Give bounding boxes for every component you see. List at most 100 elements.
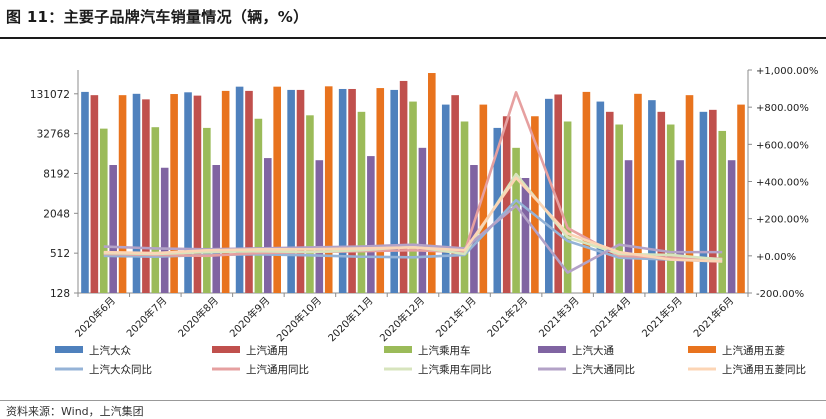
bar	[338, 88, 347, 293]
bar	[493, 127, 502, 293]
bar	[367, 156, 375, 293]
bar	[737, 104, 745, 294]
x-tick-label: 2020年9月	[227, 294, 273, 340]
legend-label: 上汽通用五菱同比	[722, 363, 806, 376]
legend-swatch	[688, 346, 716, 353]
right-tick-label: +600.00%	[756, 140, 809, 151]
bar	[357, 111, 366, 293]
bar	[428, 73, 436, 293]
right-tick-label: -200.00%	[756, 289, 804, 300]
bar	[203, 127, 211, 293]
bar	[221, 90, 230, 293]
right-tick-label: +0.00%	[756, 252, 796, 263]
right-tick-label: +1,000.00%	[756, 66, 818, 77]
legend-swatch	[55, 346, 83, 353]
legend-swatch	[212, 346, 240, 353]
bar	[512, 147, 520, 293]
bar	[615, 124, 623, 293]
bar	[245, 90, 253, 293]
bar	[582, 91, 591, 293]
bar	[676, 160, 684, 293]
right-tick-label: +800.00%	[756, 103, 809, 114]
x-tick-label: 2020年10月	[274, 294, 324, 344]
bar	[545, 98, 553, 294]
line-series	[103, 176, 723, 263]
bar	[287, 89, 295, 293]
bar	[441, 104, 450, 294]
bar	[212, 165, 221, 293]
bar	[709, 109, 717, 293]
bar	[296, 89, 305, 293]
bar	[470, 165, 478, 293]
chart: 128 512 2048 8192 32768 131072 -200.00% +0.00% +…	[30, 66, 819, 376]
bar	[502, 116, 511, 293]
x-tick-label: 2021年3月	[536, 294, 582, 340]
legend-label: 上汽大众同比	[89, 363, 152, 376]
bar	[118, 95, 127, 294]
bar	[685, 95, 694, 294]
left-tick-label: 8192	[43, 168, 70, 180]
figure-title: 图 11：主要子品牌汽车销量情况（辆，%）	[6, 8, 309, 26]
x-tick-label: 2020年6月	[72, 294, 118, 340]
bar	[624, 160, 633, 293]
source-note: 资料来源：Wind，上汽集团	[6, 405, 144, 418]
x-tick-label: 2020年7月	[124, 294, 170, 340]
bar	[184, 92, 192, 293]
bar	[418, 147, 427, 293]
bar	[718, 130, 727, 293]
legend-label: 上汽大众	[89, 344, 131, 357]
bar	[151, 127, 160, 293]
bar	[324, 86, 333, 293]
legend-swatch	[384, 346, 412, 353]
left-tick-label: 2048	[43, 208, 70, 220]
bar	[81, 91, 89, 293]
x-tick-label: 2021年4月	[587, 294, 633, 340]
x-tick-label: 2020年8月	[175, 294, 221, 340]
bar	[160, 167, 169, 293]
legend-label: 上汽乘用车同比	[418, 363, 492, 376]
bar	[315, 160, 324, 293]
x-tick-label: 2021年6月	[691, 294, 737, 340]
x-tick-label: 2020年12月	[377, 294, 427, 344]
left-tick-label: 128	[50, 288, 70, 300]
bottom-rule	[0, 400, 826, 401]
bar	[306, 115, 314, 293]
legend-swatch	[538, 346, 566, 353]
bar	[399, 80, 408, 293]
x-tick-label: 2021年5月	[639, 294, 685, 340]
bar	[193, 95, 202, 293]
bar	[634, 93, 642, 294]
bar	[390, 89, 398, 293]
bar	[109, 165, 117, 293]
legend-label: 上汽大通同比	[572, 363, 635, 376]
x-tick-label: 2020年11月	[325, 294, 375, 344]
bar	[479, 104, 488, 294]
bar	[460, 121, 469, 294]
line-series	[103, 91, 723, 260]
left-tick-label: 32768	[37, 129, 70, 141]
bar	[235, 86, 244, 294]
bar	[521, 177, 530, 293]
bar	[648, 100, 656, 293]
bar	[254, 118, 263, 293]
bar	[99, 128, 108, 293]
bar	[605, 111, 614, 293]
bar	[563, 121, 572, 294]
bar	[699, 111, 708, 293]
bar	[170, 94, 178, 293]
legend-label: 上汽通用	[246, 344, 288, 357]
bar	[409, 101, 417, 293]
legend-label: 上汽通用同比	[246, 363, 309, 376]
x-tick-label: 2021年1月	[433, 294, 479, 340]
legend-label: 上汽乘用车	[418, 344, 471, 357]
bar	[451, 95, 459, 294]
bar	[727, 160, 736, 293]
x-tick-label: 2021年2月	[484, 294, 530, 340]
title-rule	[0, 37, 826, 39]
left-tick-label: 131072	[30, 89, 70, 101]
right-tick-label: +200.00%	[756, 215, 809, 226]
left-tick-label: 512	[50, 248, 70, 260]
bar	[554, 94, 563, 293]
bar	[666, 124, 675, 293]
bar	[132, 93, 141, 294]
